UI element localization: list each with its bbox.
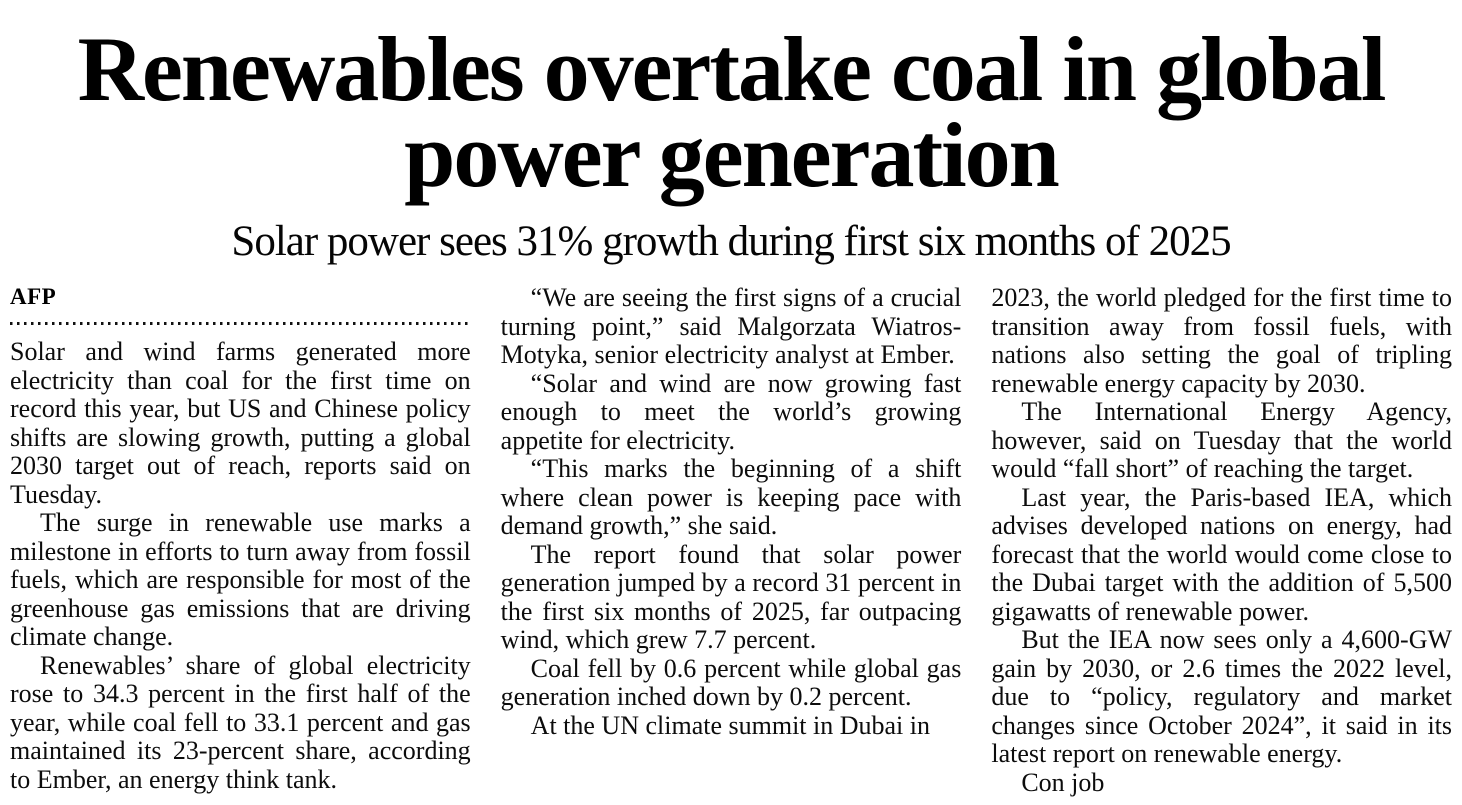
article-paragraph: “We are seeing the first signs of a cruc…: [500, 283, 962, 369]
newspaper-page: Renewables overtake coal in global power…: [0, 18, 1462, 805]
article-paragraph: But the IEA now sees only a 4,600-GW gai…: [991, 625, 1453, 768]
article-paragraph: The surge in renewable use marks a miles…: [10, 508, 471, 651]
article-paragraph: At the UN climate summit in Dubai in: [530, 710, 931, 740]
article-paragraph: The report found that solar power genera…: [500, 539, 962, 654]
article-paragraph: Solar and wind farms generated more elec…: [10, 337, 471, 509]
article-column-3: 2023, the world pledged for the first ti…: [991, 283, 1453, 797]
article-headline: Renewables overtake coal in global power…: [77, 18, 1387, 206]
article-body: AFP Solar and wind farms generated more …: [0, 283, 1462, 797]
article-paragraph: The International Energy Agency, however…: [991, 397, 1453, 483]
article-column-2: “We are seeing the first signs of a cruc…: [500, 283, 962, 797]
article-paragraph: Renewables’ share of global electricity …: [10, 650, 471, 794]
article-subheadline: Solar power sees 31% growth during first…: [231, 218, 1231, 265]
article-column-1: AFP Solar and wind farms generated more …: [10, 284, 471, 797]
article-paragraph: Coal fell by 0.6 percent while global ga…: [500, 653, 962, 711]
article-paragraph: Last year, the Paris-based IEA, which ad…: [991, 482, 1453, 626]
article-paragraph: Con job: [1021, 767, 1105, 797]
byline-rule: [10, 322, 471, 325]
article-paragraph: “This marks the beginning of a shift whe…: [500, 454, 962, 540]
article-paragraph: “Solar and wind are now growing fast eno…: [500, 368, 962, 455]
article-paragraph: 2023, the world pledged for the first ti…: [991, 283, 1453, 398]
byline: AFP: [10, 284, 57, 309]
